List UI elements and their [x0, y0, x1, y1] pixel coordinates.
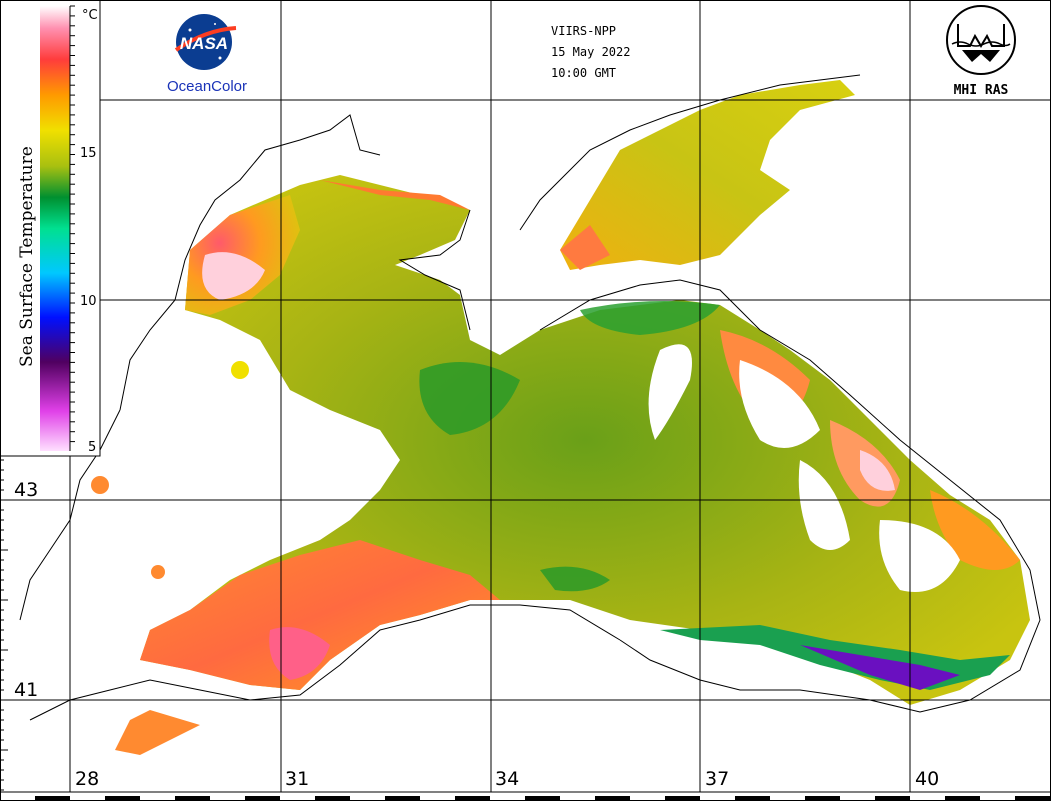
scale-segment	[315, 796, 350, 801]
colorbar-tick-label: 10	[80, 294, 97, 309]
scale-segment	[210, 796, 245, 801]
scale-segment	[245, 796, 280, 801]
scale-segment	[665, 796, 700, 801]
scale-segment	[560, 796, 595, 801]
longitude-label: 40	[915, 768, 939, 790]
longitude-label: 37	[705, 768, 729, 790]
latitude-label: 41	[14, 679, 38, 701]
nasa-logo-text: NASA	[180, 34, 228, 53]
oceancolor-label: OceanColor	[167, 78, 247, 95]
scale-segment	[35, 796, 70, 801]
scale-segment	[70, 796, 105, 801]
scale-segment	[105, 796, 140, 801]
scale-segment	[875, 796, 910, 801]
latitude-label: 43	[14, 479, 38, 501]
scale-segment	[420, 796, 455, 801]
frame-ticks	[0, 459, 8, 791]
scale-segment	[140, 796, 175, 801]
header: VIIRS-NPP 15 May 2022 10:00 GMT	[551, 24, 630, 80]
sea-surface	[91, 80, 1030, 755]
mhi-ras-label: MHI RAS	[954, 83, 1009, 98]
scale-segment	[280, 796, 315, 801]
longitude-label: 28	[75, 768, 99, 790]
scale-segment	[525, 796, 560, 801]
colorbar-tick-label: 15	[80, 146, 97, 161]
colorbar-unit: °C	[82, 8, 98, 23]
scale-segment	[385, 796, 420, 801]
date-label: 15 May 2022	[551, 45, 630, 59]
bottom-scale-bar	[0, 796, 1051, 801]
longitude-label: 31	[285, 768, 309, 790]
colorbar: Sea Surface Temperature °C 15 10 5	[0, 0, 101, 457]
satellite-label: VIIRS-NPP	[551, 24, 616, 38]
scale-segment	[840, 796, 875, 801]
longitude-label: 34	[495, 768, 519, 790]
mhi-ras-logo: MHI RAS	[946, 5, 1016, 98]
colorbar-title: Sea Surface Temperature	[17, 146, 37, 367]
nasa-logo: NASA OceanColor	[167, 14, 247, 95]
scale-segment	[910, 796, 945, 801]
scale-segment	[350, 796, 385, 801]
scale-segment	[175, 796, 210, 801]
scale-segment	[770, 796, 805, 801]
time-label: 10:00 GMT	[551, 66, 616, 80]
scale-segment	[455, 796, 490, 801]
axis-labels: 28 31 34 37 40 43 41	[14, 479, 939, 790]
scale-segment	[490, 796, 525, 801]
scale-segment	[0, 796, 35, 801]
scale-segment	[735, 796, 770, 801]
colorbar-tick-label: 5	[88, 440, 96, 455]
scale-segment	[595, 796, 630, 801]
scale-segment	[630, 796, 665, 801]
scale-segment	[1015, 796, 1050, 801]
scale-segment	[805, 796, 840, 801]
scale-segment	[700, 796, 735, 801]
scale-segment	[980, 796, 1015, 801]
scale-segment	[945, 796, 980, 801]
